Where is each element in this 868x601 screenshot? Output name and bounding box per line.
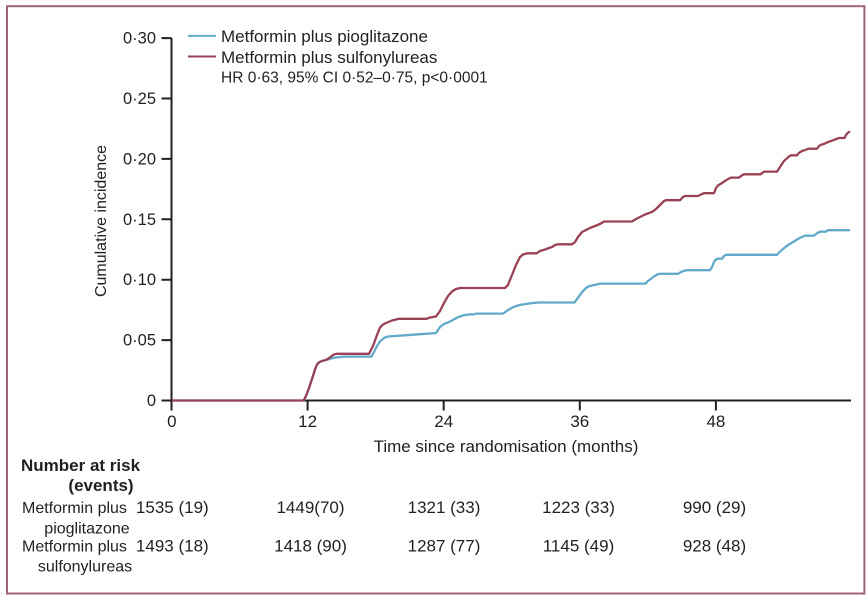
svg-text:0: 0 bbox=[167, 412, 176, 431]
svg-text:HR 0·63, 95% CI 0·52–0·75, p<0: HR 0·63, 95% CI 0·52–0·75, p<0·0001 bbox=[221, 70, 488, 87]
svg-text:(events): (events) bbox=[68, 476, 133, 495]
svg-text:Metformin plus: Metformin plus bbox=[22, 539, 127, 556]
svg-text:1418 (90): 1418 (90) bbox=[274, 537, 347, 556]
svg-text:0·10: 0·10 bbox=[123, 271, 156, 289]
svg-text:1321 (33): 1321 (33) bbox=[408, 498, 481, 517]
svg-text:1493 (18): 1493 (18) bbox=[136, 537, 209, 556]
svg-text:Time since randomisation (mont: Time since randomisation (months) bbox=[374, 437, 639, 456]
svg-text:0: 0 bbox=[147, 392, 156, 410]
svg-text:Cumulative incidence: Cumulative incidence bbox=[93, 145, 110, 297]
svg-text:sulfonylureas: sulfonylureas bbox=[38, 559, 132, 576]
svg-text:1535 (19): 1535 (19) bbox=[136, 498, 209, 517]
svg-text:0·15: 0·15 bbox=[123, 211, 156, 229]
svg-text:0·20: 0·20 bbox=[123, 150, 156, 168]
svg-text:1287 (77): 1287 (77) bbox=[408, 537, 481, 556]
svg-text:928 (48): 928 (48) bbox=[683, 537, 746, 556]
svg-text:Metformin plus pioglitazone: Metformin plus pioglitazone bbox=[221, 27, 428, 46]
svg-text:1145 (49): 1145 (49) bbox=[543, 537, 615, 556]
svg-text:0·05: 0·05 bbox=[123, 332, 156, 350]
svg-text:0·25: 0·25 bbox=[123, 90, 156, 108]
svg-text:24: 24 bbox=[434, 412, 453, 431]
svg-text:0·30: 0·30 bbox=[123, 30, 156, 48]
svg-text:Number at risk: Number at risk bbox=[21, 456, 141, 475]
svg-text:Metformin plus: Metformin plus bbox=[22, 500, 127, 517]
svg-text:36: 36 bbox=[570, 412, 589, 431]
svg-text:1223 (33): 1223 (33) bbox=[542, 498, 615, 517]
svg-text:Metformin plus sulfonylureas: Metformin plus sulfonylureas bbox=[221, 48, 437, 67]
svg-text:1449(70): 1449(70) bbox=[276, 498, 344, 517]
svg-text:48: 48 bbox=[706, 412, 725, 431]
svg-text:pioglitazone: pioglitazone bbox=[44, 521, 130, 538]
svg-text:990 (29): 990 (29) bbox=[683, 498, 746, 517]
svg-text:12: 12 bbox=[298, 412, 317, 431]
